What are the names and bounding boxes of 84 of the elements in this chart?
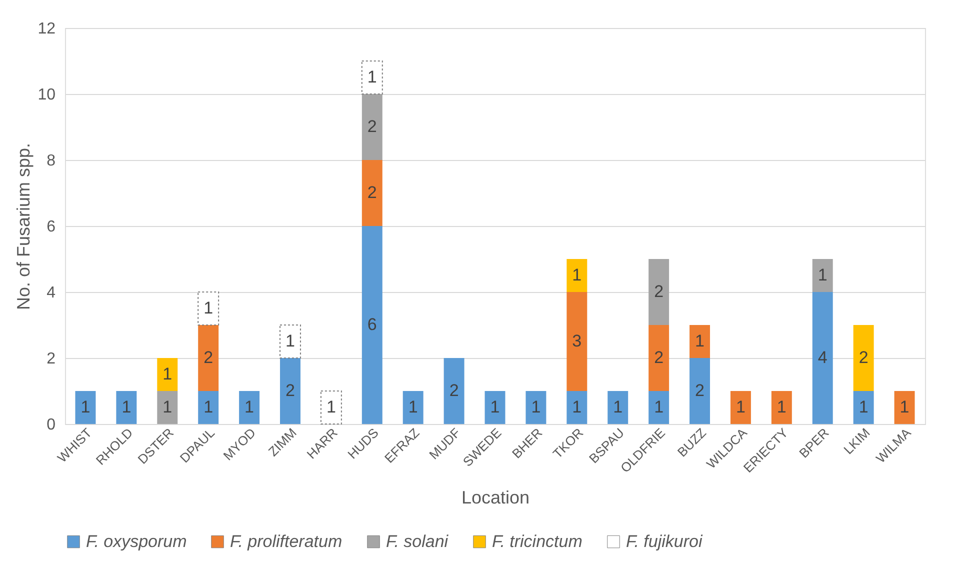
bar xyxy=(812,259,833,292)
data-label: 1 xyxy=(162,364,172,384)
data-label: 2 xyxy=(367,183,377,202)
bar xyxy=(198,292,220,326)
data-label: 1 xyxy=(367,68,377,86)
bar xyxy=(280,358,300,424)
data-label: 2 xyxy=(858,348,868,367)
legend-label: F. tricinctum xyxy=(492,532,582,551)
legend-label: F. solani xyxy=(386,532,450,551)
data-label: 1 xyxy=(654,398,664,416)
data-label: 1 xyxy=(122,398,132,416)
y-tick-label: 8 xyxy=(46,152,56,170)
data-label: 1 xyxy=(818,266,828,284)
bar xyxy=(812,292,833,424)
bar xyxy=(853,391,874,424)
data-label: 2 xyxy=(654,282,664,301)
data-label: 6 xyxy=(367,315,377,334)
y-tick-label: 0 xyxy=(46,416,56,434)
bar xyxy=(566,259,588,292)
data-label: 1 xyxy=(695,332,704,350)
bar xyxy=(320,390,342,424)
data-label: 3 xyxy=(572,332,582,350)
bar xyxy=(116,391,137,424)
bar xyxy=(362,94,382,160)
bar xyxy=(362,160,382,226)
data-label: 2 xyxy=(654,348,664,367)
bar xyxy=(198,391,219,424)
data-label: 1 xyxy=(736,398,746,416)
bar xyxy=(690,325,710,358)
x-axis-title: Location xyxy=(461,488,530,508)
bar xyxy=(608,391,628,424)
data-label: 1 xyxy=(204,398,214,416)
y-tick-label: 10 xyxy=(38,86,56,104)
bar xyxy=(280,324,301,358)
y-tick-label: 4 xyxy=(46,284,56,302)
bar xyxy=(75,391,96,424)
data-label: 2 xyxy=(204,348,214,367)
data-label: 1 xyxy=(326,398,336,416)
data-label: 1 xyxy=(162,398,172,416)
bar xyxy=(648,325,670,391)
data-label: 2 xyxy=(695,381,704,400)
bar xyxy=(566,292,588,391)
data-label: 1 xyxy=(858,398,868,416)
bar xyxy=(361,60,383,94)
y-tick-label: 12 xyxy=(38,20,56,38)
data-label: 1 xyxy=(900,398,910,416)
bar xyxy=(648,259,670,325)
data-label: 1 xyxy=(776,398,786,416)
bar xyxy=(362,226,382,424)
legend-label: F. oxysporum xyxy=(86,532,187,551)
bar xyxy=(648,391,670,424)
legend-label: F. prolifteratum xyxy=(230,532,342,551)
data-label: 1 xyxy=(572,398,582,416)
bar xyxy=(771,391,792,424)
bar xyxy=(157,358,178,391)
bar xyxy=(402,391,424,424)
data-label: 2 xyxy=(449,381,459,400)
data-label: 1 xyxy=(408,398,418,416)
data-label: 1 xyxy=(204,298,214,318)
data-label: 1 xyxy=(572,266,582,284)
data-label: 1 xyxy=(286,332,295,350)
bar xyxy=(444,358,464,424)
data-label: 1 xyxy=(80,398,90,416)
y-tick-label: 6 xyxy=(46,218,56,236)
bar xyxy=(853,325,874,391)
legend-label: F. fujikuroi xyxy=(626,532,704,551)
data-label: 2 xyxy=(286,381,295,400)
data-label: 1 xyxy=(613,398,623,416)
bar xyxy=(157,391,178,424)
y-tick-label: 2 xyxy=(46,350,56,368)
data-label: 1 xyxy=(490,398,500,416)
bar xyxy=(198,325,219,391)
bar xyxy=(239,391,260,424)
data-label: 1 xyxy=(531,398,541,416)
bar xyxy=(526,391,546,424)
y-axis-title: No. of Fusarium spp. xyxy=(14,142,34,310)
bar xyxy=(484,391,506,424)
bar xyxy=(730,391,751,424)
bar xyxy=(894,391,915,424)
bar xyxy=(566,391,588,424)
data-label: 4 xyxy=(818,348,828,367)
bar xyxy=(690,358,710,424)
data-label: 1 xyxy=(244,398,254,416)
data-label: 2 xyxy=(367,117,377,136)
